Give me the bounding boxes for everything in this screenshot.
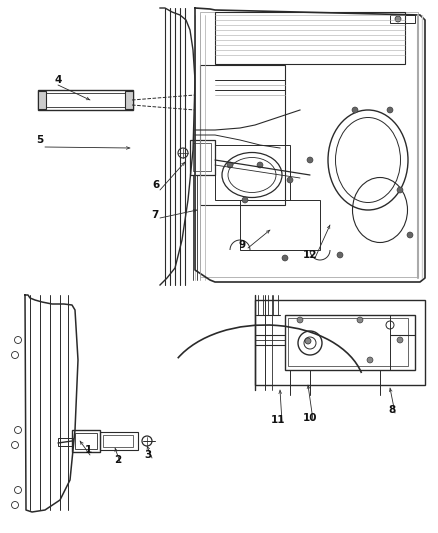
Bar (285, 315, 415, 370)
Text: 12: 12 (303, 250, 317, 260)
Circle shape (227, 162, 233, 168)
Circle shape (397, 337, 403, 343)
Text: 10: 10 (303, 413, 317, 423)
Bar (125, 91, 133, 109)
Text: 6: 6 (152, 180, 159, 190)
Circle shape (407, 232, 413, 238)
Bar (200, 65, 285, 205)
Bar (38, 91, 46, 109)
Circle shape (242, 197, 248, 203)
Circle shape (352, 107, 358, 113)
Bar (200, 12, 418, 277)
Circle shape (297, 317, 303, 323)
Bar (58, 438, 73, 446)
Circle shape (367, 357, 373, 363)
Circle shape (357, 317, 363, 323)
Circle shape (282, 255, 288, 261)
Text: 8: 8 (389, 405, 396, 415)
Bar (390, 15, 415, 23)
Bar (193, 143, 211, 171)
Text: 5: 5 (36, 135, 44, 145)
Circle shape (387, 107, 393, 113)
Text: 3: 3 (145, 450, 152, 460)
Text: 1: 1 (85, 445, 92, 455)
Circle shape (305, 338, 311, 344)
Bar (190, 140, 215, 175)
Text: 11: 11 (271, 415, 285, 425)
Text: 7: 7 (151, 210, 159, 220)
Circle shape (397, 187, 403, 193)
Text: 2: 2 (114, 455, 122, 465)
Bar (38, 90, 133, 110)
Bar (75, 433, 97, 449)
Circle shape (307, 157, 313, 163)
Circle shape (395, 16, 401, 22)
Bar (215, 145, 290, 200)
Bar (72, 430, 100, 452)
Circle shape (337, 252, 343, 258)
Circle shape (257, 162, 263, 168)
Bar (103, 435, 133, 447)
Bar (100, 432, 138, 450)
Circle shape (287, 177, 293, 183)
Text: 9: 9 (238, 240, 246, 250)
Text: 4: 4 (54, 75, 62, 85)
Bar (42, 93, 130, 107)
Bar (288, 318, 408, 366)
Bar (240, 200, 320, 250)
Bar (215, 12, 405, 64)
Bar (255, 300, 425, 385)
